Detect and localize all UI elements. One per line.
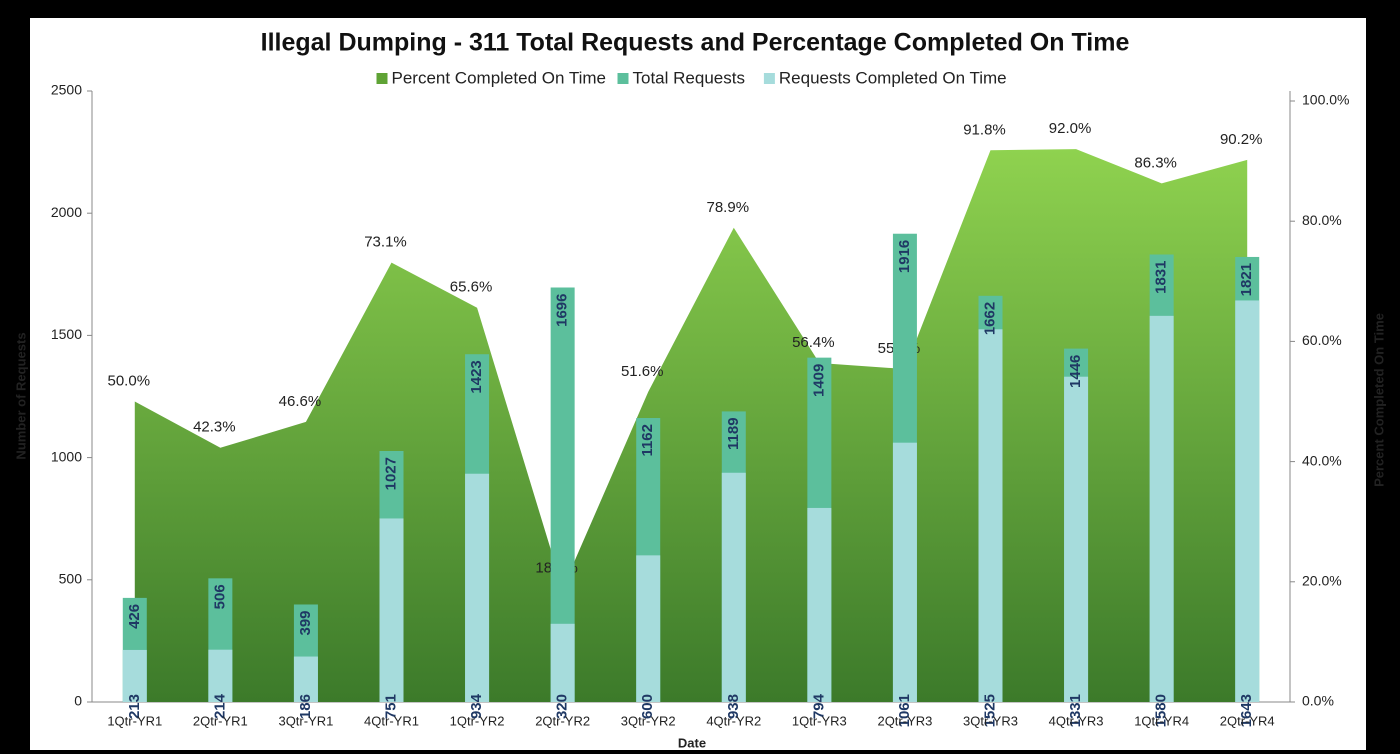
data-label: 1446 bbox=[1067, 355, 1084, 388]
bar bbox=[379, 518, 404, 702]
y2-tick-label: 0.0% bbox=[1302, 693, 1334, 709]
x-tick-label: 4Qtr-YR2 bbox=[706, 713, 761, 728]
data-label: 506 bbox=[211, 584, 228, 609]
data-label: 92.0% bbox=[1049, 120, 1092, 137]
bar bbox=[636, 555, 661, 702]
data-label: 1821 bbox=[1238, 263, 1255, 296]
data-label: 1916 bbox=[896, 240, 913, 273]
y-tick-label: 500 bbox=[59, 571, 83, 587]
data-label: 65.6% bbox=[450, 279, 493, 296]
y-tick-label: 2500 bbox=[51, 82, 82, 98]
data-label: 214 bbox=[211, 693, 228, 719]
data-label: 91.8% bbox=[963, 121, 1006, 138]
data-label: 934 bbox=[468, 693, 485, 719]
data-label: 399 bbox=[297, 610, 314, 635]
data-label: 1525 bbox=[981, 694, 998, 727]
chart-title: Illegal Dumping - 311 Total Requests and… bbox=[261, 29, 1130, 57]
data-label: 186 bbox=[297, 694, 314, 719]
data-label: 213 bbox=[126, 694, 143, 719]
data-label: 320 bbox=[554, 694, 571, 719]
bar bbox=[465, 473, 490, 702]
data-label: 1662 bbox=[981, 302, 998, 335]
y2-tick-label: 100.0% bbox=[1302, 92, 1349, 108]
y-tick-label: 0 bbox=[74, 693, 82, 709]
data-label: 51.6% bbox=[621, 363, 664, 380]
x-tick-label: 1Qtr-YR3 bbox=[792, 713, 847, 728]
x-tick-label: 3Qtr-YR3 bbox=[963, 713, 1018, 728]
data-label: 56.4% bbox=[792, 334, 835, 351]
data-label: 46.6% bbox=[279, 393, 322, 410]
legend-swatch bbox=[763, 73, 775, 84]
data-label: 78.9% bbox=[707, 199, 750, 216]
area bbox=[134, 149, 1248, 702]
y-tick-label: 1500 bbox=[51, 326, 82, 342]
data-label: 938 bbox=[725, 694, 742, 719]
data-label: 1580 bbox=[1153, 694, 1170, 727]
data-label: 1696 bbox=[554, 293, 571, 326]
data-label: 1331 bbox=[1067, 694, 1084, 727]
data-label: 90.2% bbox=[1220, 131, 1263, 148]
y2-tick-label: 20.0% bbox=[1302, 573, 1342, 589]
y-tick-label: 2000 bbox=[51, 204, 82, 220]
y2-tick-label: 60.0% bbox=[1302, 332, 1342, 348]
x-tick-label: 2Qtr-YR3 bbox=[877, 713, 932, 728]
data-label: 1423 bbox=[468, 360, 485, 393]
x-tick-label: 4Qtr-YR1 bbox=[364, 713, 419, 728]
x-tick-label: 3Qtr-YR2 bbox=[621, 713, 676, 728]
x-tick-label: 1Qtr-YR4 bbox=[1134, 713, 1189, 728]
data-label: 1189 bbox=[725, 417, 742, 450]
legend-label: Percent Completed On Time bbox=[392, 68, 606, 87]
bar bbox=[208, 649, 233, 702]
data-label: 1409 bbox=[810, 364, 827, 397]
legend-label: Requests Completed On Time bbox=[779, 68, 1007, 87]
data-label: 50.0% bbox=[108, 372, 151, 389]
bar bbox=[807, 507, 832, 702]
bar bbox=[1149, 315, 1174, 702]
x-tick-label: 4Qtr-YR3 bbox=[1049, 713, 1104, 728]
data-label: 751 bbox=[382, 694, 399, 719]
data-label: 794 bbox=[810, 693, 827, 719]
bar bbox=[721, 472, 746, 702]
data-label: 42.3% bbox=[193, 419, 236, 436]
legend-swatch bbox=[617, 73, 629, 84]
legend-swatch bbox=[376, 73, 388, 84]
data-label: 1027 bbox=[382, 457, 399, 490]
legend-label: Total Requests bbox=[633, 68, 745, 87]
data-label: 1061 bbox=[896, 694, 913, 727]
x-tick-label: 2Qtr-YR2 bbox=[535, 713, 590, 728]
x-tick-label: 1Qtr-YR1 bbox=[107, 713, 162, 728]
x-tick-label: 3Qtr-YR1 bbox=[278, 713, 333, 728]
data-label: 1162 bbox=[639, 424, 656, 457]
bar bbox=[892, 442, 917, 702]
x-tick-label: 2Qtr-YR4 bbox=[1220, 713, 1275, 728]
data-label: 600 bbox=[639, 694, 656, 719]
data-label: 1831 bbox=[1153, 261, 1170, 294]
y-axis-label: Number of Requests bbox=[13, 332, 28, 459]
data-label: 86.3% bbox=[1134, 154, 1177, 171]
bar bbox=[1235, 300, 1260, 702]
y2-axis-label: Percent Completed On Time bbox=[1371, 313, 1386, 487]
data-label: 426 bbox=[126, 604, 143, 629]
bar bbox=[1064, 376, 1089, 702]
y-tick-label: 1000 bbox=[51, 448, 82, 464]
y2-tick-label: 80.0% bbox=[1302, 212, 1342, 228]
data-label: 1643 bbox=[1238, 694, 1255, 727]
data-label: 73.1% bbox=[364, 234, 407, 251]
bar bbox=[978, 329, 1003, 702]
bar bbox=[550, 623, 575, 702]
bar bbox=[293, 656, 318, 702]
x-axis-label: Date bbox=[678, 735, 706, 750]
x-tick-label: 2Qtr-YR1 bbox=[193, 713, 248, 728]
x-tick-label: 1Qtr-YR2 bbox=[450, 713, 505, 728]
y2-tick-label: 40.0% bbox=[1302, 452, 1342, 468]
bar bbox=[122, 649, 147, 702]
